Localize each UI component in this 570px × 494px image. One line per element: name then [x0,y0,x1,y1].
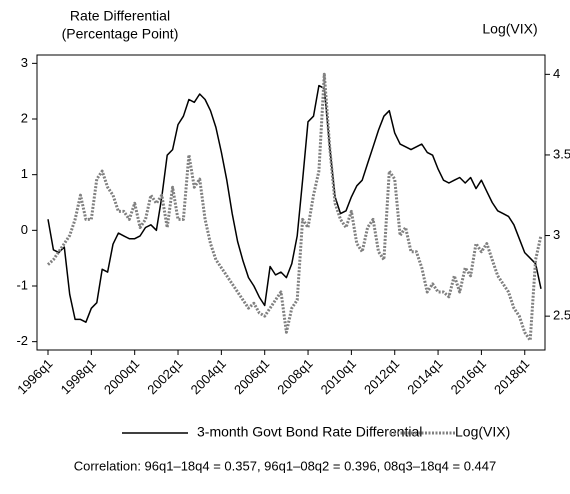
y-axis-title: (Percentage Point) [62,26,179,42]
x-tick-label: 2000q1 [101,356,142,397]
y2-tick-label: 3.5 [553,146,570,161]
y2-axis-title: Log(VIX) [482,21,537,37]
y-axis-title: Rate Differential [70,8,170,24]
y-tick-label: -1 [16,277,28,292]
x-tick-label: 2014q1 [404,356,445,397]
series-line [47,84,542,323]
x-tick-label: 2012q1 [361,356,402,397]
x-tick-label: 2016q1 [448,356,489,397]
y-tick-label: -2 [16,333,28,348]
plot-frame [36,54,546,351]
y2-tick-label: 2.5 [553,308,570,323]
x-tick-label: 2002q1 [144,356,185,397]
y-tick-label: 1 [21,166,28,181]
legend-label: Log(VIX) [455,424,510,440]
x-tick-label: 1996q1 [14,356,55,397]
x-tick-label: 1998q1 [58,356,99,397]
x-tick-label: 2010q1 [318,356,359,397]
series-line [46,72,543,342]
x-tick-label: 2018q1 [491,356,532,397]
y-tick-label: 2 [21,110,28,125]
legend-label: 3-month Govt Bond Rate Differential [197,424,422,440]
x-tick-label: 2004q1 [188,356,229,397]
y2-tick-label: 3 [553,227,560,242]
y-tick-label: 3 [21,55,28,70]
y-tick-label: 0 [21,222,28,237]
x-tick-label: 2006q1 [231,356,272,397]
note: Correlation: 96q1–18q4 = 0.357, 96q1–08q… [74,458,497,473]
y2-tick-label: 4 [553,66,560,81]
x-tick-label: 2008q1 [274,356,315,397]
